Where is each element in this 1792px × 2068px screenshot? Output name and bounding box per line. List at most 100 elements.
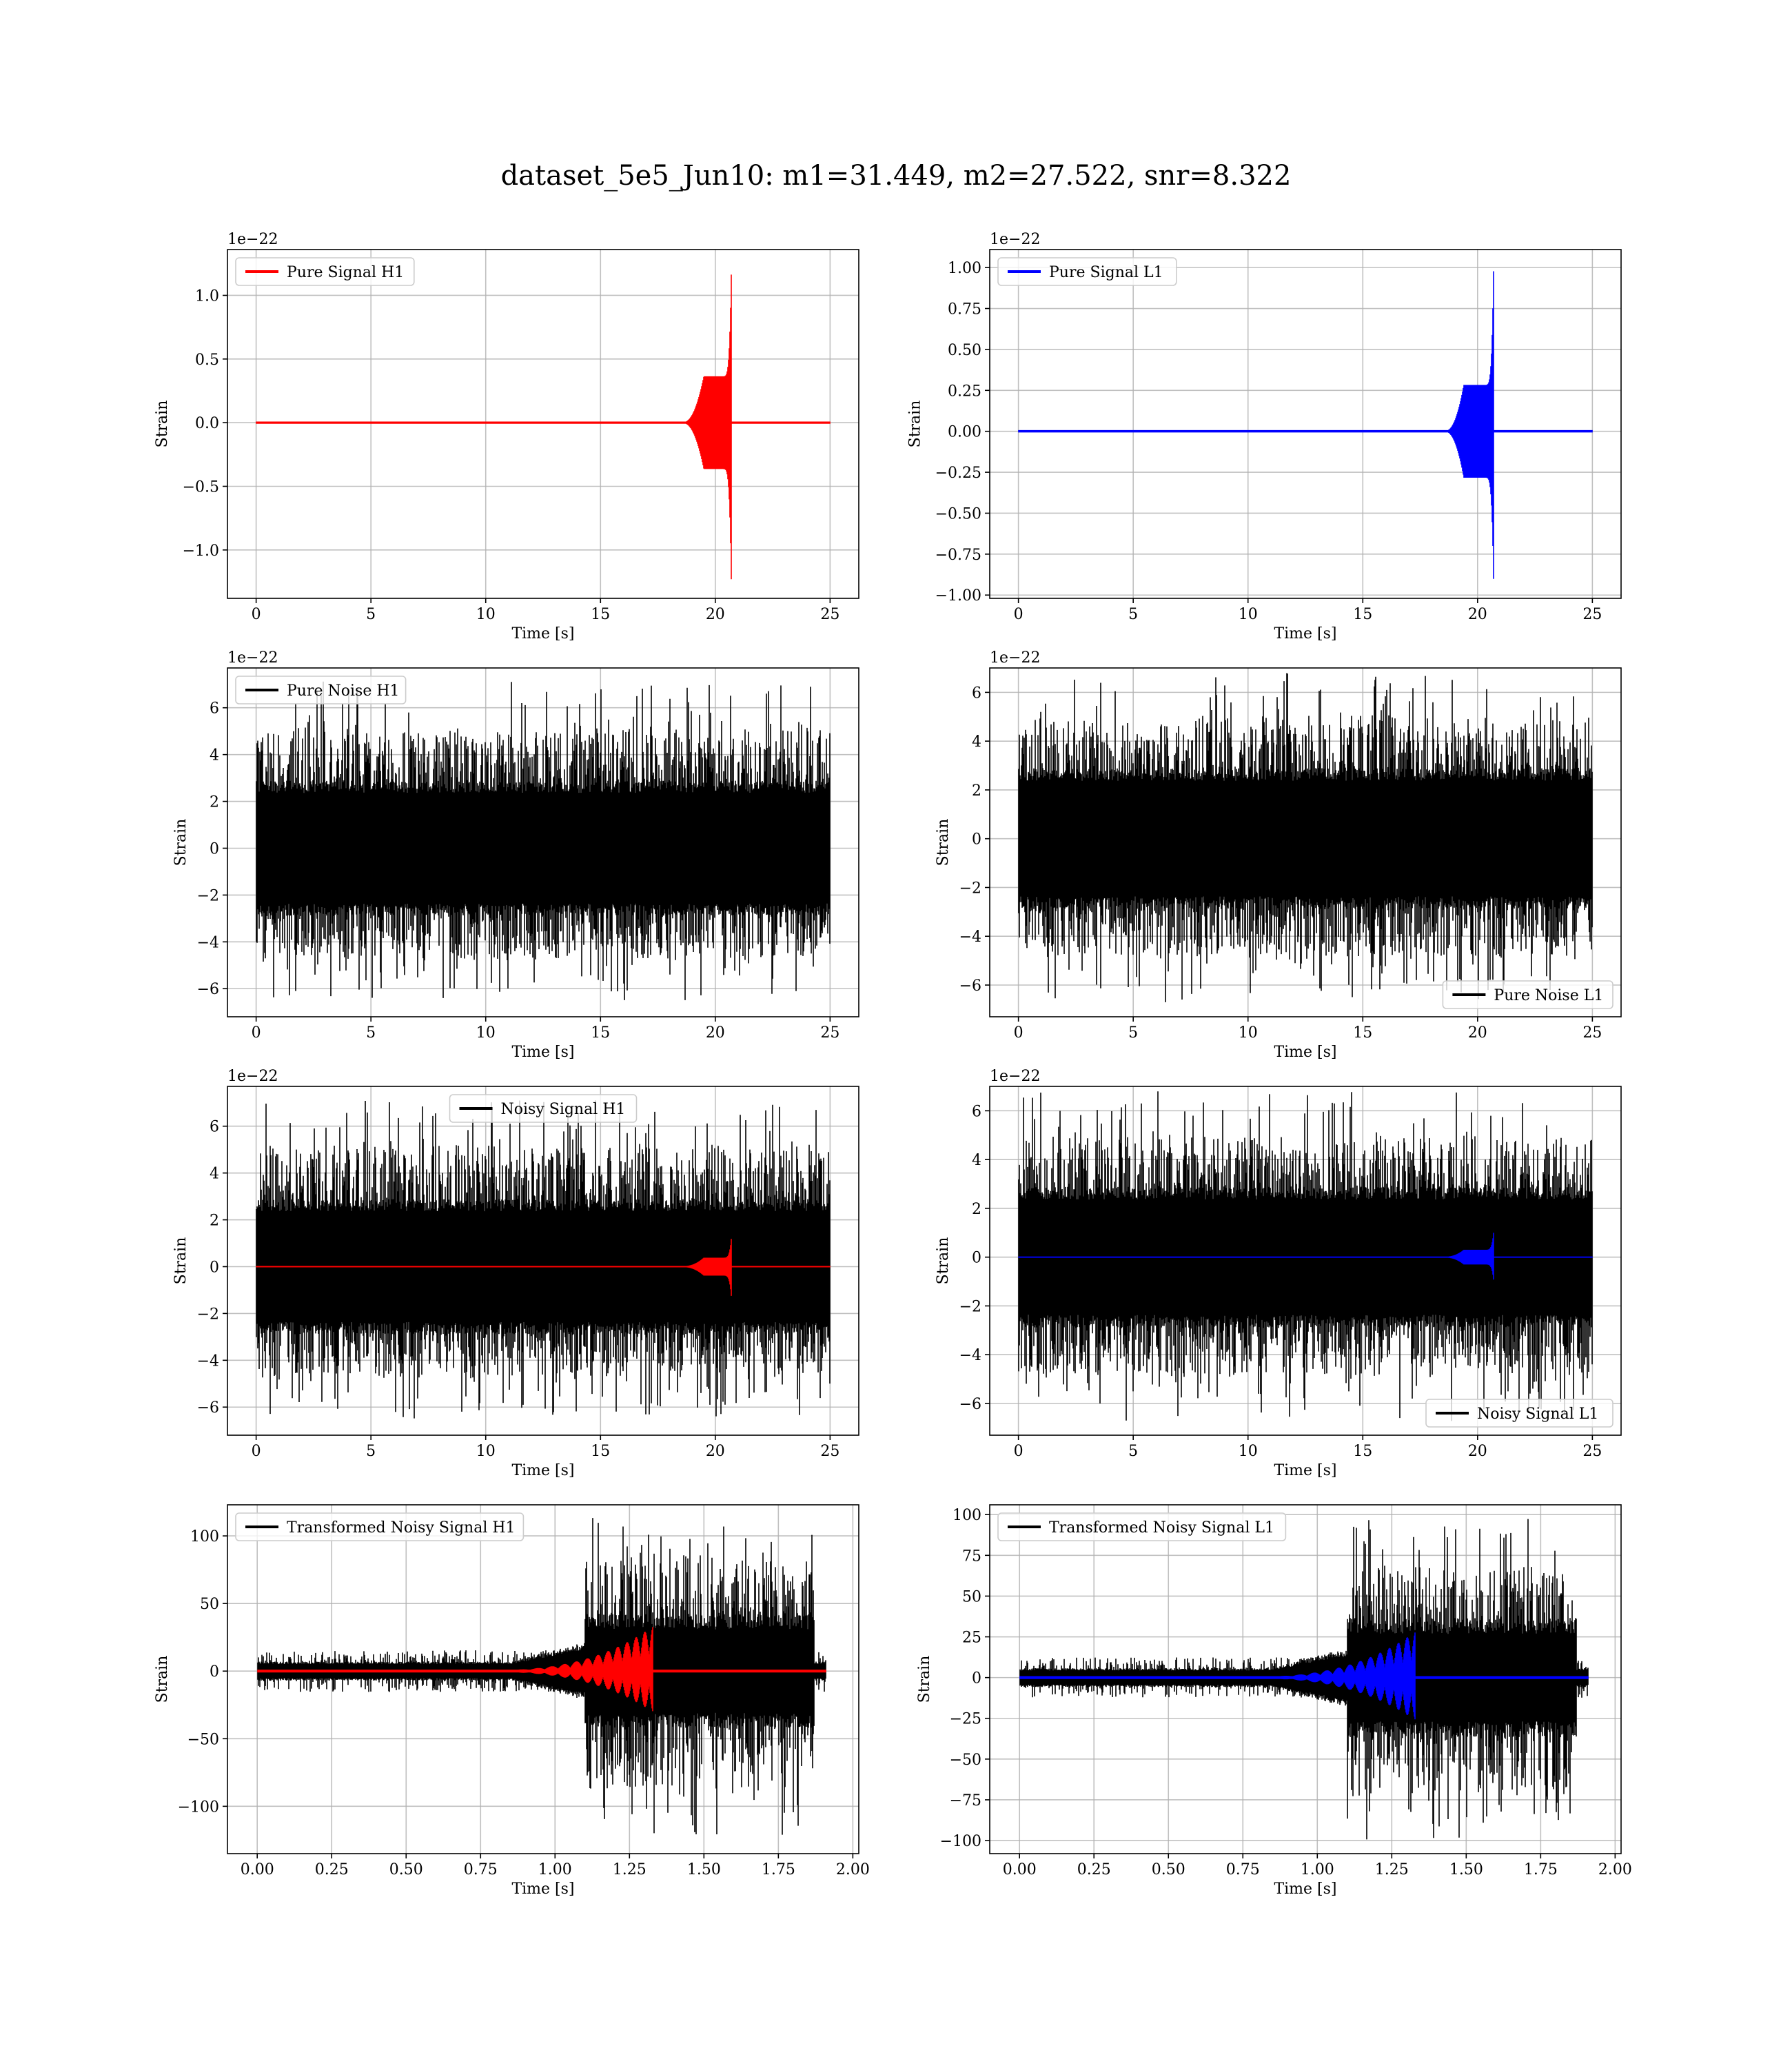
noisy-signal-l1-legend-box: [1425, 1399, 1613, 1428]
pure-signal-l1-ylabel: Strain: [907, 401, 924, 448]
transformed-noisy-signal-h1-legend-label: Transformed Noisy Signal H1: [287, 1519, 516, 1537]
transformed-noisy-signal-h1-xtick-label-5: 1.25: [613, 1861, 646, 1878]
pure-noise-h1-legend-label: Pure Noise H1: [287, 682, 400, 700]
pure-signal-h1-ytick-label-4: 1.0: [195, 287, 219, 305]
pure-signal-h1-legend-box: [235, 257, 415, 286]
pure-signal-h1-xtick-label-0: 0: [252, 606, 261, 623]
noisy-signal-h1-xtick-label-2: 10: [476, 1443, 496, 1460]
noisy-signal-h1-xtick-label-4: 20: [706, 1443, 725, 1460]
pure-signal-l1-xlabel: Time [s]: [1274, 625, 1336, 642]
transformed-noisy-signal-h1-xtick-label-2: 0.50: [389, 1861, 423, 1878]
noisy-signal-l1-xtick-label-3: 15: [1353, 1443, 1372, 1460]
noisy-signal-l1-offset-text: 1e−22: [990, 1068, 1040, 1085]
pure-signal-l1-ytick-label-8: 1.00: [948, 260, 981, 277]
pure-noise-h1-xtick-label-2: 10: [476, 1024, 496, 1042]
noisy-signal-h1-ytick-label-4: 2: [210, 1213, 219, 1230]
pure-noise-h1-ytick-label-2: −2: [197, 887, 219, 904]
pure-noise-l1-frame: [989, 667, 1622, 1017]
transformed-noisy-signal-h1-legend: Transformed Noisy Signal H1: [235, 1512, 525, 1541]
noisy-signal-l1-ytick-label-5: 4: [972, 1152, 981, 1169]
transformed-noisy-signal-l1-series-1-trace: [1019, 1632, 1589, 1720]
noisy-signal-l1-xtick-label-2: 10: [1239, 1443, 1258, 1460]
transformed-noisy-signal-l1-xlabel: Time [s]: [1274, 1881, 1336, 1898]
pure-noise-h1-legend-box: [235, 676, 407, 704]
pure-signal-l1-ytick-label-4: 0.00: [948, 424, 981, 441]
pure-noise-h1-xtick-label-0: 0: [252, 1024, 261, 1042]
transformed-noisy-signal-l1-legend-label: Transformed Noisy Signal L1: [1049, 1519, 1274, 1537]
pure-noise-h1-frame: [227, 667, 859, 1017]
noisy-signal-l1-axes: 0 5 10 15 20 25 −6 −4 −2 0 2 4 6 Time [s] Strain 1e−22 N…: [935, 1068, 1622, 1479]
pure-signal-h1-offset-text: 1e−22: [227, 231, 278, 248]
transformed-noisy-signal-l1-legend-box: [997, 1512, 1287, 1541]
pure-signal-h1-plot-area: [256, 274, 831, 580]
pure-signal-h1-frame: [227, 249, 859, 599]
pure-signal-h1-ytick-label-2: 0.0: [195, 415, 219, 432]
noisy-signal-l1-ytick-label-3: 0: [972, 1250, 981, 1267]
transformed-noisy-signal-h1-xtick-label-3: 0.75: [464, 1861, 498, 1878]
noisy-signal-l1-plot-area: [1018, 1091, 1593, 1421]
noisy-signal-l1-ylabel: Strain: [935, 1237, 952, 1285]
noisy-signal-h1-legend-box: [449, 1094, 638, 1123]
pure-signal-h1-series-0-trace: [256, 274, 831, 580]
noisy-signal-l1-xtick-label-0: 0: [1014, 1443, 1024, 1460]
pure-noise-h1-ytick-label-4: 2: [210, 794, 219, 811]
pure-noise-l1-xtick-label-2: 10: [1239, 1024, 1258, 1042]
transformed-noisy-signal-h1-xlabel: Time [s]: [511, 1881, 574, 1898]
transformed-noisy-signal-l1-ytick-label-8: 100: [953, 1507, 981, 1524]
noisy-signal-h1-plot-area: [256, 1100, 831, 1419]
noisy-signal-l1-ytick-label-4: 2: [972, 1201, 981, 1218]
noisy-signal-l1-xtick-label-4: 20: [1468, 1443, 1487, 1460]
pure-noise-l1-legend: Pure Noise L1: [1442, 980, 1613, 1009]
pure-signal-h1-ytick-label-3: 0.5: [195, 352, 219, 369]
pure-signal-l1-legend-box: [997, 257, 1177, 286]
pure-noise-l1-xtick-label-0: 0: [1014, 1024, 1024, 1042]
noisy-signal-h1-offset-text: 1e−22: [227, 1068, 278, 1085]
pure-signal-l1-xtick-label-4: 20: [1468, 606, 1487, 623]
pure-signal-l1-xtick-label-1: 5: [1128, 606, 1138, 623]
pure-signal-h1-ylabel: Strain: [154, 401, 171, 448]
pure-signal-l1-plot-area: [1018, 271, 1593, 579]
pure-noise-h1-ytick-label-5: 4: [210, 747, 219, 764]
pure-noise-l1-xtick-label-1: 5: [1128, 1024, 1138, 1042]
pure-signal-l1-ytick-label-3: −0.25: [935, 465, 981, 482]
pure-noise-h1-ytick-label-0: −6: [197, 981, 219, 998]
noisy-signal-h1-ytick-label-2: −2: [197, 1306, 219, 1323]
pure-signal-l1-ytick-label-0: −1.00: [935, 587, 981, 605]
noisy-signal-h1-ytick-label-6: 6: [210, 1119, 219, 1136]
noisy-signal-h1-axes: 0 5 10 15 20 25 −6 −4 −2 0 2 4 6 Time [s] Strain 1e−22 N…: [172, 1068, 859, 1479]
pure-noise-l1-ytick-label-1: −4: [959, 929, 981, 946]
noisy-signal-h1-xtick-label-1: 5: [366, 1443, 376, 1460]
pure-signal-l1-xtick-label-0: 0: [1014, 606, 1024, 623]
transformed-noisy-signal-l1-ytick-label-1: −75: [950, 1792, 981, 1810]
noisy-signal-l1-legend-label: Noisy Signal L1: [1477, 1406, 1598, 1423]
transformed-noisy-signal-h1-legend-box: [235, 1512, 525, 1541]
noisy-signal-h1-frame: [227, 1086, 859, 1436]
pure-signal-l1-ytick-label-7: 0.75: [948, 301, 981, 318]
pure-noise-h1-series-0-trace: [256, 681, 831, 1000]
transformed-noisy-signal-l1-ytick-label-2: −50: [950, 1752, 981, 1769]
transformed-noisy-signal-l1-ytick-label-4: 0: [972, 1670, 981, 1687]
pure-noise-h1-axes: 0 5 10 15 20 25 −6 −4 −2 0 2 4 6 Time [s] Strain 1e−22 P…: [172, 649, 859, 1061]
noisy-signal-l1-ytick-label-2: −2: [959, 1298, 981, 1315]
pure-noise-l1-ylabel: Strain: [935, 819, 952, 866]
transformed-noisy-signal-h1-xtick-label-8: 2.00: [836, 1861, 870, 1878]
pure-noise-h1-ytick-label-3: 0: [210, 840, 219, 858]
transformed-noisy-signal-l1-xtick-label-2: 0.50: [1152, 1861, 1185, 1878]
transformed-noisy-signal-h1-axes: 0.00 0.25 0.50 0.75 1.00 1.25 1.50 1.75 2.00 −100…: [154, 1504, 870, 1898]
pure-signal-l1-ytick-label-1: −0.75: [935, 547, 981, 564]
pure-noise-h1-xtick-label-5: 25: [820, 1024, 839, 1042]
transformed-noisy-signal-l1-axes: 0.00 0.25 0.50 0.75 1.00 1.25 1.50 1.75 2.00 −100…: [916, 1504, 1632, 1898]
transformed-noisy-signal-l1-ytick-label-7: 75: [962, 1548, 981, 1565]
pure-signal-l1-xtick-label-2: 10: [1239, 606, 1258, 623]
pure-noise-h1-xtick-label-4: 20: [706, 1024, 725, 1042]
transformed-noisy-signal-h1-frame: [227, 1504, 859, 1854]
pure-signal-h1-xlabel: Time [s]: [511, 625, 574, 642]
pure-noise-h1-offset-text: 1e−22: [227, 649, 278, 667]
transformed-noisy-signal-l1-legend: Transformed Noisy Signal L1: [997, 1512, 1287, 1541]
transformed-noisy-signal-h1-ytick-label-2: 0: [210, 1663, 219, 1681]
pure-noise-l1-plot-area: [1018, 673, 1593, 1002]
transformed-noisy-signal-l1-xtick-label-8: 2.00: [1598, 1861, 1632, 1878]
transformed-noisy-signal-l1-xtick-label-1: 0.25: [1077, 1861, 1111, 1878]
transformed-noisy-signal-h1-ylabel: Strain: [154, 1656, 171, 1703]
